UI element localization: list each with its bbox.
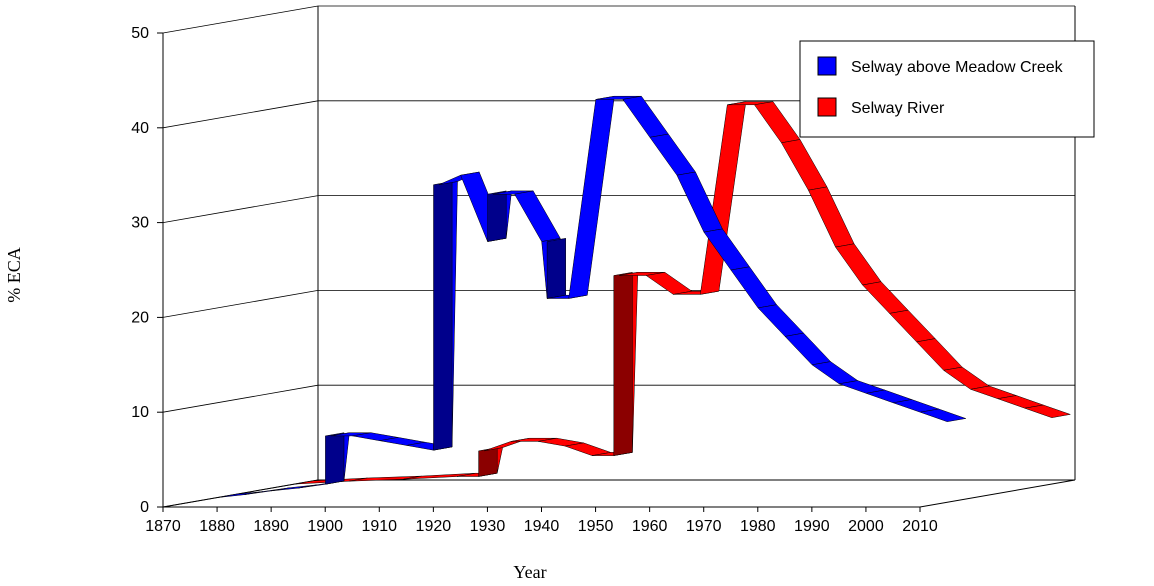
axis-line-3: [162, 479, 319, 508]
series-1-segment-19: [835, 243, 882, 286]
legend-swatch-1: [817, 97, 837, 117]
y-axis-title: % ECA: [4, 247, 24, 303]
series-1-segment-23: [942, 366, 990, 390]
y-tick-label-5: 50: [131, 25, 149, 42]
grid-lines: [162, 5, 1076, 508]
axis-line-2: [919, 479, 1076, 508]
x-tick-label-6: 1930: [470, 518, 506, 535]
series-1: [294, 101, 1072, 485]
legend: Selway above Meadow Creek Selway River: [799, 40, 1095, 138]
series-0-segment-0: [217, 491, 263, 498]
x-tick-label-5: 1920: [416, 518, 452, 535]
series-ribbons: [217, 95, 1072, 498]
y-tick-label-0: 0: [140, 499, 149, 516]
series-0-segment-23: [730, 266, 778, 309]
y-tick-label-4: 40: [131, 120, 149, 137]
series-0-wall-12: [487, 190, 507, 242]
legend-label-1: Selway River: [851, 100, 945, 117]
series-0-segment-20: [649, 133, 696, 176]
y-tick-label-2: 20: [131, 309, 149, 326]
y-tick-labels: 0 10 20 30 40 50: [131, 25, 149, 516]
series-1-segment-20: [861, 281, 909, 314]
x-tick-label-0: 1870: [145, 518, 181, 535]
x-tick-label-1: 1880: [199, 518, 235, 535]
x-tick-label-7: 1940: [524, 518, 560, 535]
series-1-segment-21: [888, 309, 936, 343]
y-tick-label-3: 30: [131, 215, 149, 232]
series-0-wall-15: [546, 238, 566, 299]
series-1-segment-26: [1023, 404, 1072, 418]
x-tick-label-13: 2000: [848, 518, 884, 535]
grid-line-5: [162, 5, 1075, 34]
x-tick-label-9: 1960: [632, 518, 668, 535]
x-tick-label-12: 1990: [794, 518, 830, 535]
series-0-segment-26: [811, 361, 859, 385]
x-tick-label-2: 1890: [253, 518, 289, 535]
series-0-segment-19: [622, 95, 669, 138]
series-0-wall-9: [433, 181, 453, 451]
series-0-segment-25: [784, 332, 832, 366]
series-1-segment-22: [916, 338, 963, 371]
series-0-segment-14: [514, 190, 561, 242]
grid-line-3: [162, 195, 1075, 223]
axes: [157, 32, 1076, 512]
x-tick-label-10: 1970: [686, 518, 722, 535]
legend-swatch-0: [817, 56, 837, 76]
x-tick-label-3: 1900: [307, 518, 343, 535]
series-0-segment-30: [919, 408, 967, 422]
series-0-wall-4: [325, 432, 345, 485]
x-axis-title: Year: [513, 562, 546, 582]
series-0-segment-17: [568, 95, 615, 299]
series-0-segment-2: [271, 484, 318, 492]
series-1-wall-10: [613, 272, 633, 456]
series-1-wall-4: [478, 447, 498, 477]
series-0-segment-24: [757, 304, 805, 337]
legend-box: [799, 40, 1095, 138]
x-tick-label-4: 1910: [361, 518, 397, 535]
y-tick-label-1: 10: [131, 404, 149, 421]
x-tick-label-8: 1950: [578, 518, 614, 535]
series-0: [217, 95, 967, 498]
series-1-segment-16: [753, 101, 801, 144]
legend-label-0: Selway above Meadow Creek: [851, 59, 1064, 76]
series-1-segment-12: [645, 272, 693, 295]
x-tick-label-14: 2010: [902, 518, 938, 535]
x-tick-labels: 1870 1880 1890 1900 1910 1920 1930 1940 1950 1960…: [145, 518, 938, 535]
x-tick-label-11: 1980: [740, 518, 776, 535]
series-1-segment-17: [781, 139, 828, 191]
